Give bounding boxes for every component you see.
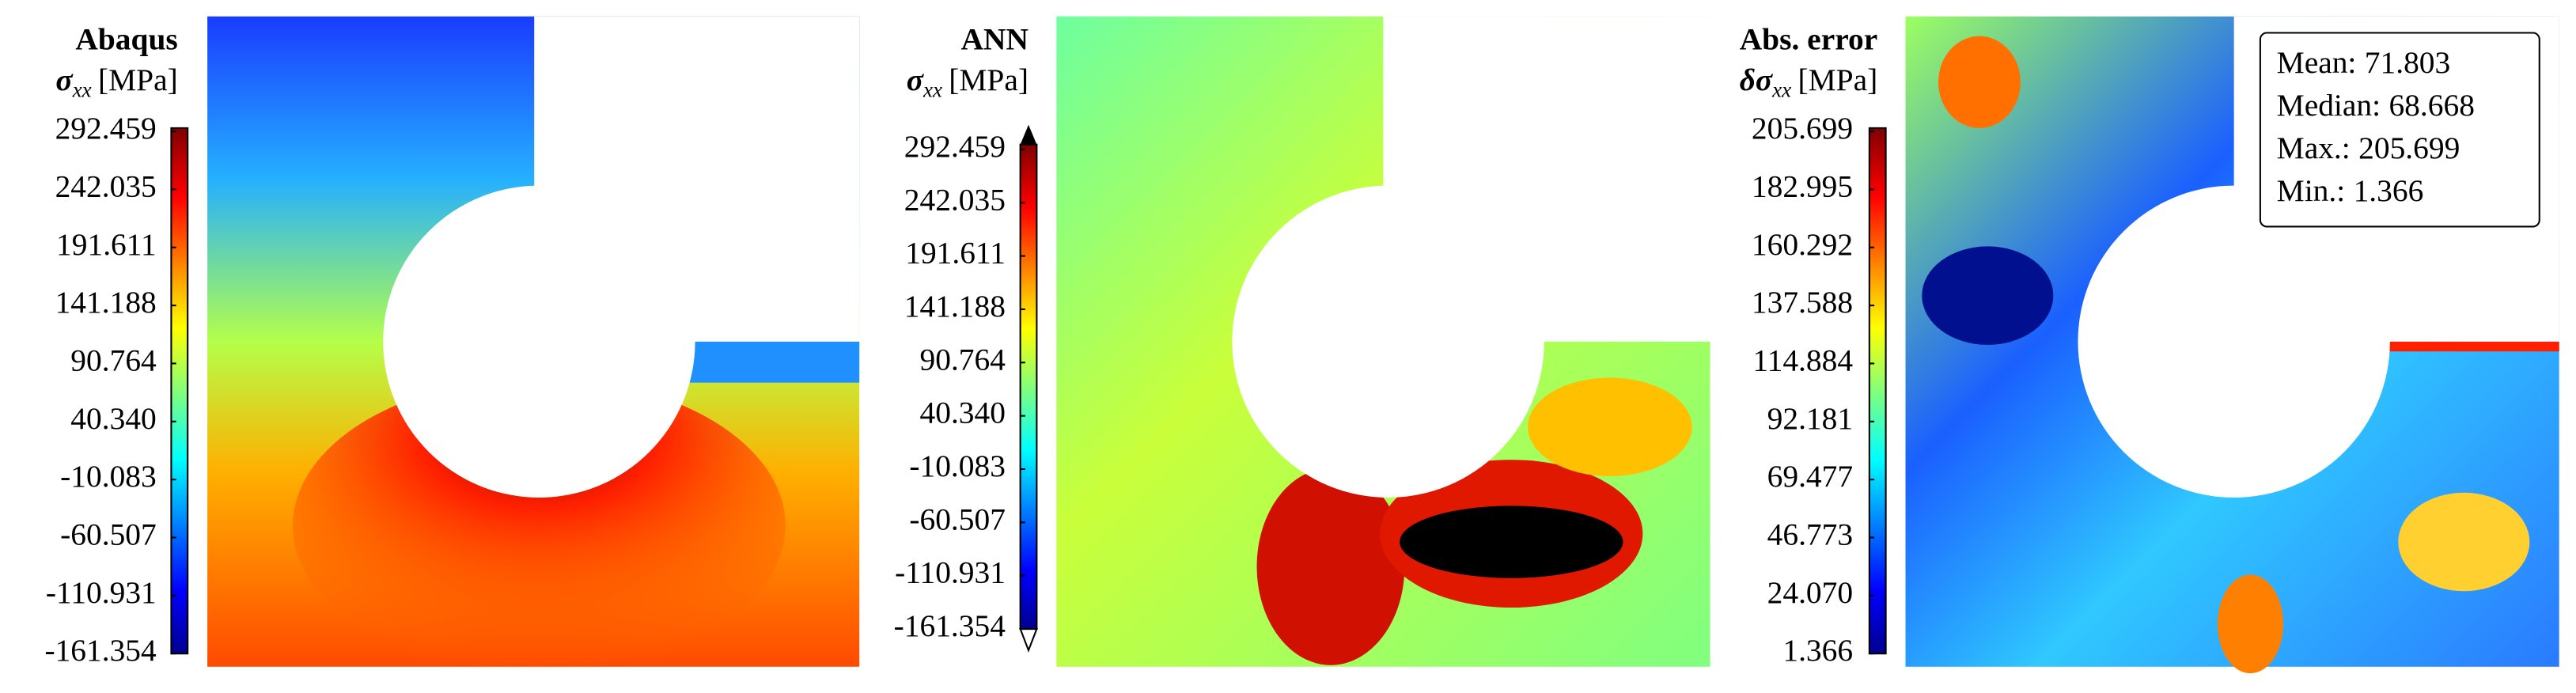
colorbar-tick-label: 46.773 <box>1767 517 1853 552</box>
colorbar-tick-label: 1.366 <box>1782 633 1853 668</box>
stat-value: 68.668 <box>2388 88 2474 123</box>
panel-title: Abs. error <box>1740 21 1878 56</box>
stat-line: Mean: 71.803 <box>2277 45 2451 80</box>
colorbar-tick-label: 90.764 <box>920 342 1006 377</box>
colorbar-tick-label: 205.699 <box>1752 111 1853 146</box>
symbol: σ <box>907 62 925 97</box>
stat-line: Max.: 205.699 <box>2277 131 2460 165</box>
stat-line: Median: 68.668 <box>2277 88 2475 123</box>
unit: [MPa] <box>1798 62 1877 97</box>
colorbar-tick-label: 92.181 <box>1767 401 1853 436</box>
subscript: xx <box>922 78 942 101</box>
colorbar-tick-label: -60.507 <box>60 517 157 552</box>
quantity-label: σxx [MPa] <box>55 62 177 101</box>
colorbar-tick-label: -161.354 <box>44 633 157 668</box>
colorbar-tick-label: 40.340 <box>920 396 1006 430</box>
colorbar-tick-label: -10.083 <box>60 459 157 494</box>
colorbar <box>1019 143 1038 631</box>
symbol: δσ <box>1740 62 1774 97</box>
colorbar-tick-label: 160.292 <box>1752 227 1853 262</box>
stat-line: Min.: 1.366 <box>2277 173 2424 208</box>
colorbar-tick-label: -10.083 <box>909 449 1006 483</box>
geometry-mask <box>383 16 2559 498</box>
colorbar-tick-label: 69.477 <box>1767 459 1853 494</box>
quantity-label: σxx [MPa] <box>907 62 1029 101</box>
panel-title: Abaqus <box>75 21 177 56</box>
colorbar <box>170 127 189 655</box>
colorbar-tick-label: 90.764 <box>70 343 157 377</box>
colorbar-tick-label: 141.188 <box>55 285 157 320</box>
quantity-label: δσxx [MPa] <box>1740 62 1878 101</box>
colorbar <box>1868 127 1887 655</box>
colorbar-tick-label: 292.459 <box>55 111 157 146</box>
colorbar-tick-label: 242.035 <box>904 182 1006 217</box>
stat-value: 205.699 <box>2358 131 2460 165</box>
colorbar-tick-label: 141.188 <box>904 289 1006 324</box>
symbol: σ <box>55 62 74 97</box>
colorbar-tick-label: -110.931 <box>895 555 1006 590</box>
colorbar-extension <box>1019 628 1038 653</box>
subscript: xx <box>1771 78 1791 101</box>
colorbar-tick-label: 242.035 <box>55 169 157 203</box>
panel-title: ANN <box>961 21 1029 56</box>
stat-value: 1.366 <box>2354 173 2424 208</box>
stats-list: Mean: 71.803 Median: 68.668 Max.: 205.699 Min.… <box>2277 45 2475 208</box>
stat-label: Median: <box>2277 88 2381 123</box>
unit: [MPa] <box>98 62 178 97</box>
unit: [MPa] <box>949 62 1029 97</box>
colorbar-tick-label: 191.611 <box>56 227 157 262</box>
subscript: xx <box>72 78 92 101</box>
colorbar-tick-label: -161.354 <box>894 608 1006 643</box>
colorbar-tick-label: 24.070 <box>1767 575 1853 610</box>
colorbar-tick-label: -110.931 <box>46 575 157 610</box>
stat-label: Max.: <box>2277 131 2351 165</box>
colorbar-extension <box>1020 124 1037 145</box>
colorbar-tick-label: 292.459 <box>904 129 1006 164</box>
colorbar-tick-label: 182.995 <box>1752 169 1853 203</box>
stats-box <box>2259 32 2540 228</box>
stat-label: Mean: <box>2277 45 2357 80</box>
colorbar-tick-label: 114.884 <box>1752 343 1853 377</box>
stat-value: 71.803 <box>2365 45 2450 80</box>
colorbar-tick-label: 137.588 <box>1752 285 1853 320</box>
colorbar-tick-label: -60.507 <box>909 502 1006 536</box>
colorbar-tick-label: 191.611 <box>905 236 1006 271</box>
stat-label: Min.: <box>2277 173 2346 208</box>
colorbar-tick-label: 40.340 <box>70 401 156 436</box>
